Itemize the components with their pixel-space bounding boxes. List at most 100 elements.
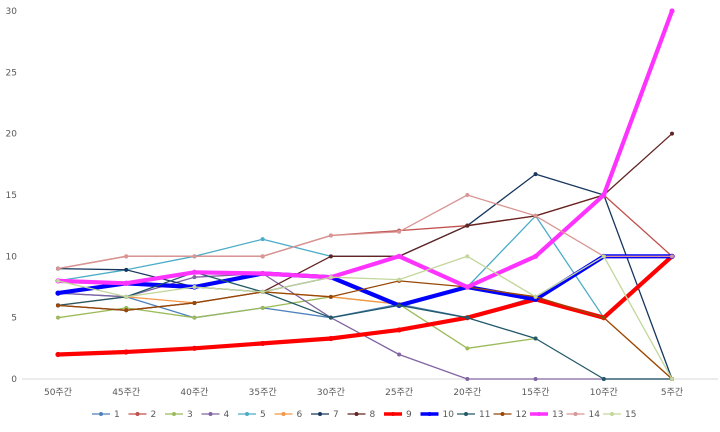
data-point	[55, 351, 61, 358]
data-point	[124, 267, 129, 272]
data-point	[465, 254, 470, 259]
data-point	[55, 290, 61, 296]
legend-item: 6	[274, 410, 303, 420]
data-point	[601, 254, 606, 259]
data-point	[124, 254, 129, 259]
x-tick-label: 5주간	[661, 387, 683, 398]
data-point	[191, 269, 198, 275]
data-point	[601, 315, 606, 320]
legend-item: 13	[530, 410, 563, 420]
x-tick-label: 15주간	[522, 387, 550, 398]
data-point	[601, 192, 607, 198]
legend-item: 3	[165, 410, 193, 420]
x-tick-label: 30주간	[317, 387, 345, 398]
legend-label: 11	[479, 410, 490, 420]
y-tick-label: 10	[6, 252, 18, 262]
series-line	[57, 194, 673, 270]
legend-marker	[427, 412, 432, 416]
legend-marker	[318, 412, 322, 416]
series-4	[56, 271, 674, 381]
data-point	[397, 229, 402, 234]
legend-item: 7	[311, 410, 339, 420]
data-point	[328, 275, 333, 280]
data-point	[533, 172, 538, 177]
data-point	[328, 315, 333, 320]
legend-marker	[610, 412, 614, 416]
legend-item: 1	[92, 410, 120, 420]
data-point	[533, 336, 538, 341]
data-point	[396, 253, 402, 259]
legend-marker	[208, 412, 213, 416]
data-point	[465, 377, 470, 381]
data-point	[124, 308, 129, 313]
data-point	[123, 349, 129, 355]
x-tick-label: 40주간	[180, 387, 208, 398]
series-line	[57, 194, 673, 270]
data-point	[533, 294, 538, 299]
data-point	[191, 345, 198, 351]
legend-marker	[500, 412, 505, 416]
series-line	[57, 280, 673, 380]
y-axis-ticks: 0 5 10 15 20 25 30	[6, 7, 18, 385]
series-line	[57, 271, 673, 380]
data-point	[260, 305, 265, 310]
data-point	[396, 327, 402, 333]
data-point	[397, 352, 402, 357]
legend-label: 4	[224, 410, 230, 420]
data-point	[260, 254, 265, 259]
data-point	[532, 253, 539, 259]
data-point	[328, 335, 334, 342]
legend-item: 14	[566, 410, 600, 420]
y-tick-label: 20	[6, 130, 18, 140]
data-point	[123, 280, 129, 286]
y-tick-label: 5	[11, 314, 17, 324]
data-point	[192, 285, 197, 289]
x-tick-label: 20주간	[453, 387, 481, 398]
series-line	[55, 8, 675, 290]
legend-marker	[573, 412, 578, 416]
legend-label: 12	[516, 410, 527, 420]
x-axis-ticks: 50주간 45주간 40주간 35주간 30주간 25주간 20주간 15주간 10주간 5주간	[44, 387, 683, 398]
legend-marker	[464, 412, 468, 416]
data-point	[533, 213, 538, 218]
data-point	[670, 377, 674, 381]
data-point	[56, 315, 60, 320]
series-group	[55, 8, 675, 381]
data-point	[465, 346, 470, 351]
data-point	[260, 270, 266, 277]
legend-item: 8	[347, 410, 376, 420]
data-point	[670, 131, 674, 136]
data-point	[260, 237, 265, 242]
y-tick-label: 25	[6, 68, 17, 78]
data-point	[328, 294, 333, 299]
legend-item: 5	[238, 410, 266, 420]
data-point	[601, 377, 606, 381]
y-tick-label: 30	[6, 7, 18, 17]
y-tick-label: 0	[11, 375, 17, 385]
data-point	[397, 303, 402, 308]
data-point	[397, 277, 402, 282]
data-point	[56, 303, 60, 308]
legend-item: 4	[201, 410, 230, 420]
data-point	[192, 275, 197, 280]
series-15	[56, 254, 674, 381]
data-point	[328, 233, 333, 238]
legend-marker	[391, 412, 395, 416]
legend-item: 12	[493, 410, 527, 420]
x-tick-label: 25주간	[385, 387, 413, 398]
series-14	[56, 193, 674, 271]
legend-label: 3	[187, 410, 193, 420]
series-line	[57, 173, 673, 380]
data-point	[465, 223, 470, 228]
data-point	[56, 266, 60, 271]
data-point	[192, 300, 197, 305]
legend-marker	[99, 412, 103, 416]
legend-label: 8	[370, 410, 376, 420]
legend-marker	[537, 412, 541, 416]
legend-label: 10	[443, 410, 455, 420]
legend-label: 1	[114, 410, 120, 420]
legend-label: 15	[625, 410, 636, 420]
legend-marker	[172, 412, 176, 416]
legend-item: 9	[384, 410, 412, 420]
